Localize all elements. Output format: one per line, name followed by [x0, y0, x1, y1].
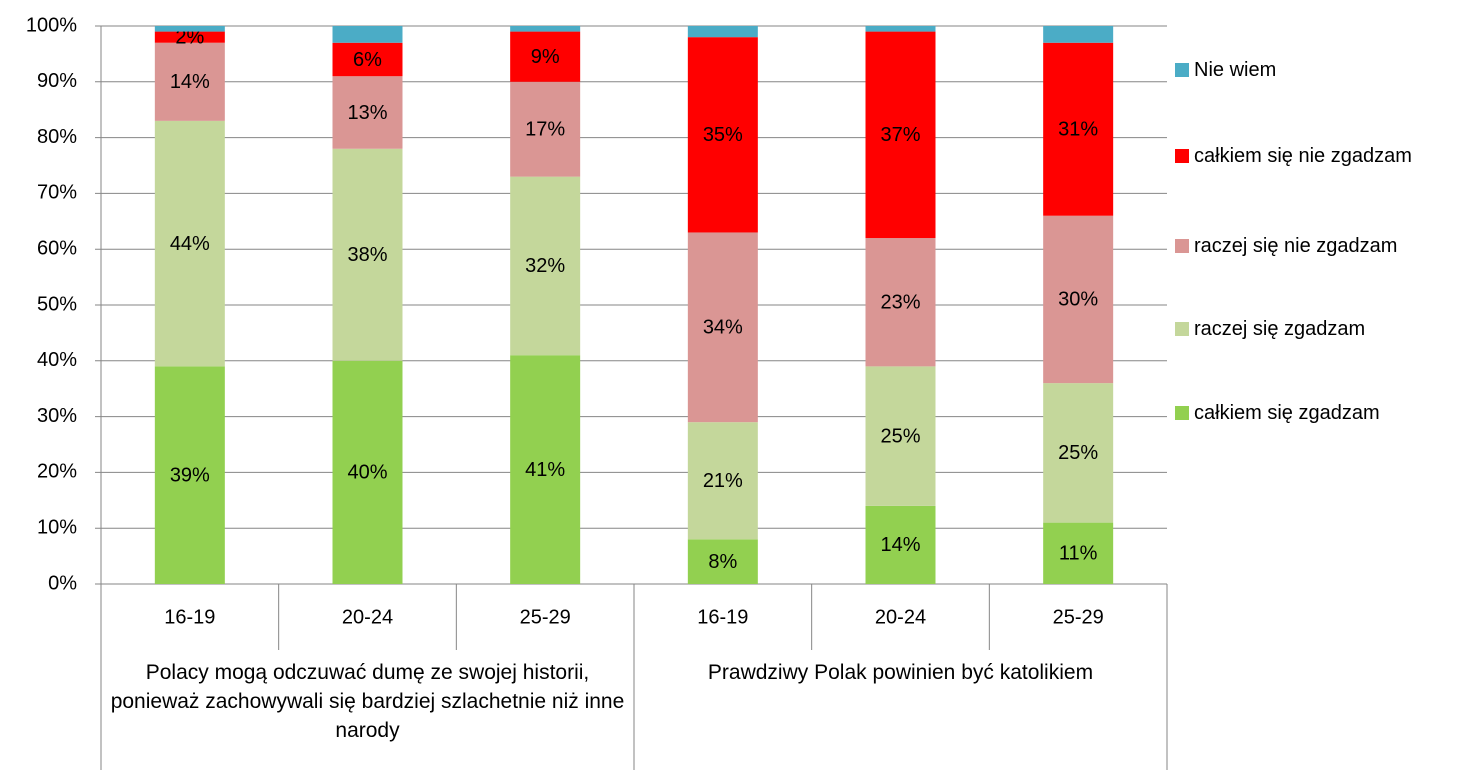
bar-segment	[510, 81, 581, 177]
y-tick-label: 60%	[37, 237, 77, 259]
y-tick-label: 90%	[37, 70, 77, 92]
y-tick-label: 30%	[37, 405, 77, 427]
legend-label: Nie wiem	[1194, 59, 1277, 81]
data-label: 21%	[703, 470, 743, 492]
data-label: 35%	[703, 124, 743, 146]
x-tick-label: 16-19	[697, 606, 748, 628]
data-label: 9%	[531, 46, 560, 68]
y-tick-label: 50%	[37, 293, 77, 315]
data-label: 38%	[347, 244, 387, 266]
legend-swatch	[1175, 63, 1189, 77]
bar-segment	[154, 366, 225, 584]
bar-segment	[332, 26, 403, 43]
bar-segment	[154, 120, 225, 367]
legend-swatch	[1175, 322, 1189, 336]
bar-segment	[1043, 42, 1114, 216]
data-label: 17%	[525, 119, 565, 141]
legend-label: raczej się zgadzam	[1194, 318, 1366, 340]
x-tick-label: 25-29	[520, 606, 571, 628]
data-label: 25%	[880, 425, 920, 447]
data-label: 37%	[880, 124, 920, 146]
legend-label: raczej się nie zgadzam	[1194, 235, 1398, 257]
bar-segment	[865, 505, 936, 584]
bar-segment	[510, 355, 581, 584]
y-tick-label: 40%	[37, 349, 77, 371]
bar-segment	[510, 31, 581, 82]
data-label: 44%	[170, 233, 210, 255]
data-label: 2%	[175, 26, 204, 48]
x-tick-label: 16-19	[164, 606, 215, 628]
data-label: 14%	[170, 71, 210, 93]
data-label: 31%	[1058, 119, 1098, 141]
bar-segment	[687, 539, 758, 584]
bar-segment	[1043, 215, 1114, 384]
bar-segment	[154, 31, 225, 43]
bar-segment	[865, 238, 936, 367]
bar-segment	[154, 26, 225, 32]
data-label: 8%	[708, 551, 737, 573]
group-label: Polacy mogą odczuwać dumę ze swojej hist…	[110, 661, 625, 742]
data-label: 11%	[1059, 543, 1098, 565]
x-tick-label: 20-24	[875, 606, 926, 628]
data-label: 34%	[703, 317, 743, 339]
legend-item: całkiem się zgadzam	[1175, 397, 1460, 429]
data-label: 14%	[880, 534, 920, 556]
legend-swatch	[1175, 406, 1189, 420]
legend-label: całkiem się zgadzam	[1194, 402, 1380, 424]
bar-segment	[687, 232, 758, 423]
data-label: 30%	[1058, 289, 1098, 311]
bar-segment	[687, 37, 758, 233]
legend-label: całkiem się nie zgadzam	[1194, 145, 1412, 167]
y-tick-label: 0%	[48, 572, 77, 594]
bar-segment	[332, 76, 403, 149]
bar-segment	[1043, 383, 1114, 523]
bar-segment	[865, 31, 936, 239]
bar-segment	[1043, 522, 1114, 584]
data-label: 41%	[525, 459, 565, 481]
legend-item: Nie wiem	[1175, 54, 1460, 86]
bar-segment	[687, 26, 758, 38]
y-tick-label: 10%	[37, 516, 77, 538]
data-label: 6%	[353, 49, 382, 71]
data-label: 13%	[347, 102, 387, 124]
data-label: 32%	[525, 255, 565, 277]
data-label: 40%	[347, 462, 387, 484]
bar-segment	[332, 148, 403, 361]
y-tick-label: 20%	[37, 461, 77, 483]
data-label: 25%	[1058, 442, 1098, 464]
y-tick-label: 100%	[26, 14, 77, 36]
bar-segment	[154, 42, 225, 121]
group-label: Prawdziwy Polak powinien być katolikiem	[707, 661, 1094, 684]
data-label: 23%	[880, 291, 920, 313]
x-tick-label: 25-29	[1053, 606, 1104, 628]
bar-segment	[332, 360, 403, 584]
legend-swatch	[1175, 149, 1189, 163]
data-label: 39%	[170, 464, 210, 486]
bar-segment	[865, 26, 936, 32]
bar-segment	[1043, 26, 1114, 43]
y-tick-label: 70%	[37, 182, 77, 204]
bar-segment	[510, 26, 581, 32]
bar-segment	[332, 42, 403, 77]
legend-item: raczej się zgadzam	[1175, 313, 1460, 345]
bar-segment	[510, 176, 581, 356]
legend-item: raczej się nie zgadzam	[1175, 230, 1460, 262]
y-tick-label: 80%	[37, 126, 77, 148]
x-tick-label: 20-24	[342, 606, 393, 628]
bar-segment	[687, 422, 758, 540]
legend-swatch	[1175, 239, 1189, 253]
legend-item: całkiem się nie zgadzam	[1175, 140, 1460, 172]
bar-segment	[865, 366, 936, 506]
